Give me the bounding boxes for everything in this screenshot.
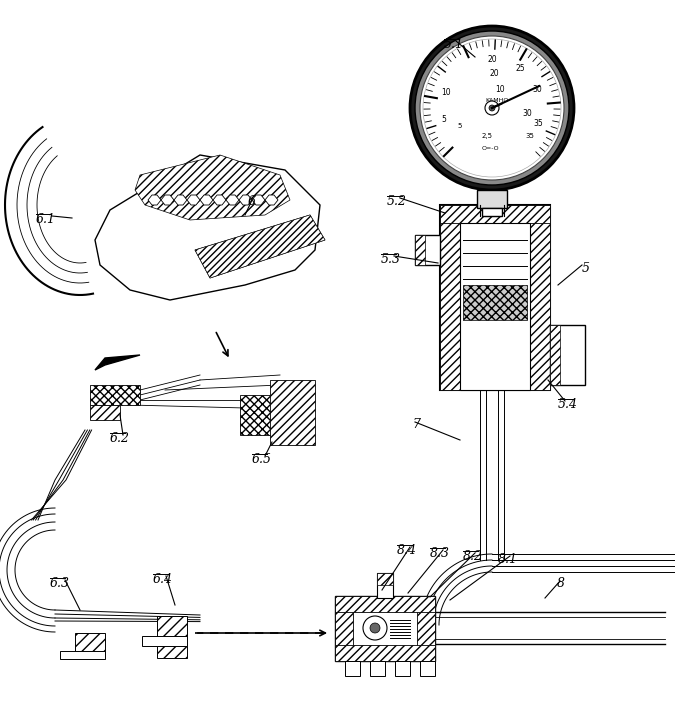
Text: 8: 8 [557,577,565,590]
Text: 8.1: 8.1 [498,553,518,566]
Bar [460,223,530,390]
Text: 2,5: 2,5 [481,133,493,139]
Text: 5.2: 5.2 [387,195,407,208]
Polygon shape [213,195,226,205]
Text: 6.4: 6.4 [153,573,173,586]
Polygon shape [195,215,325,278]
Bar [335,596,435,612]
Text: 35: 35 [526,133,535,139]
Bar [440,205,460,390]
Polygon shape [148,195,161,205]
Bar [270,380,315,445]
Text: KAMHO: KAMHO [485,98,509,103]
Bar [395,661,410,676]
Circle shape [489,105,495,111]
Polygon shape [135,155,290,220]
Bar [530,205,550,390]
Text: 20: 20 [489,68,499,78]
Bar [75,633,105,651]
Circle shape [410,26,574,190]
Bar [420,661,435,676]
Circle shape [363,616,387,640]
Text: 6.1: 6.1 [36,213,56,226]
Polygon shape [187,195,200,205]
Bar [415,235,440,265]
Text: 30: 30 [522,108,532,118]
Text: 5.1: 5.1 [444,38,464,51]
Polygon shape [239,195,252,205]
Polygon shape [5,127,93,295]
Text: 5: 5 [442,115,447,123]
Bar [142,636,187,646]
Polygon shape [252,195,265,205]
Bar [157,646,187,658]
Bar [477,190,507,208]
Polygon shape [161,195,174,205]
Bar [550,325,560,385]
Bar [377,573,393,598]
Polygon shape [174,195,187,205]
Bar [157,616,187,636]
Circle shape [420,36,564,180]
Bar [335,596,353,661]
Text: 6.2: 6.2 [110,432,130,445]
Bar [484,205,500,216]
Bar [377,573,393,585]
Circle shape [485,101,499,115]
Bar [345,661,360,676]
Polygon shape [195,215,325,278]
Text: O=-O: O=-O [481,145,499,150]
Bar [440,205,550,223]
Circle shape [370,623,380,633]
Circle shape [415,31,569,185]
Bar [240,395,275,435]
Bar [550,325,585,385]
Text: 6.5: 6.5 [252,453,272,466]
Bar [90,405,120,420]
Text: 8.4: 8.4 [397,544,417,557]
Bar [335,645,435,661]
Text: 30: 30 [533,85,542,94]
Text: 8.3: 8.3 [430,547,450,560]
Text: 35: 35 [534,118,543,128]
Bar [335,596,435,661]
Text: 6: 6 [248,195,256,208]
Text: 8.2: 8.2 [463,550,483,563]
Bar [417,596,435,661]
Text: 7: 7 [412,418,420,431]
Text: 5: 5 [582,262,590,275]
Text: 5.4: 5.4 [558,398,578,411]
Circle shape [423,39,561,177]
Text: 5.3: 5.3 [381,253,401,266]
Polygon shape [226,195,239,205]
Polygon shape [95,155,320,300]
Text: 5: 5 [458,123,462,129]
Bar [415,235,425,265]
Bar [482,208,502,216]
Polygon shape [95,355,140,370]
Polygon shape [265,195,278,205]
Text: 20: 20 [487,54,497,63]
Bar [440,205,550,390]
Text: 25: 25 [516,64,526,73]
Bar [60,651,105,659]
Bar [90,385,140,405]
Polygon shape [200,195,213,205]
Text: 10: 10 [441,88,450,96]
Text: 10: 10 [495,86,505,95]
Bar [463,285,527,320]
Bar [370,661,385,676]
Text: 6.3: 6.3 [50,577,70,590]
